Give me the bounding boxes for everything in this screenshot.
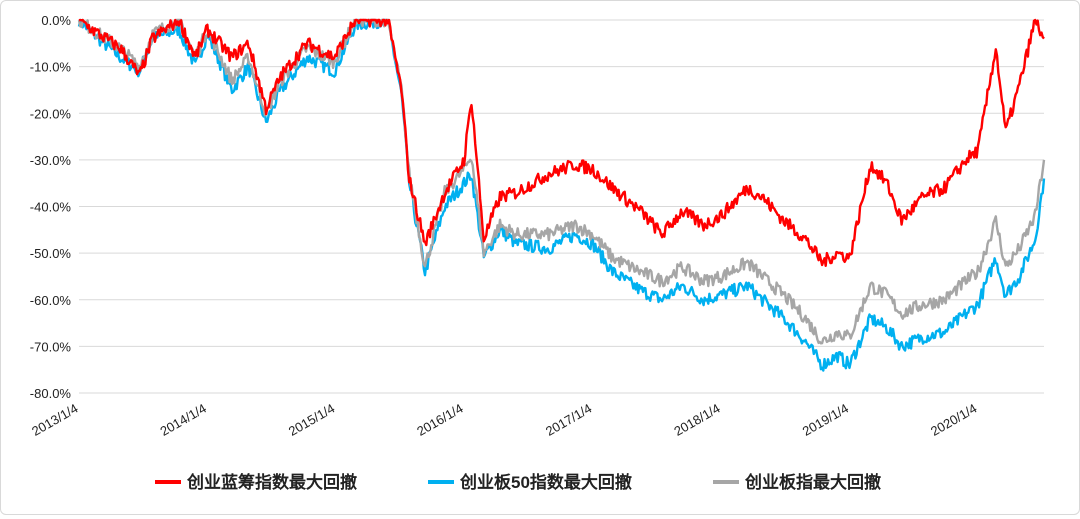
legend-label: 创业板50指数最大回撤 xyxy=(459,472,632,492)
x-tick-label: 2016/1/4 xyxy=(414,401,465,439)
y-tick-label: -70.0% xyxy=(30,339,72,354)
x-tick-label: 2020/1/4 xyxy=(928,401,979,439)
x-tick-label: 2019/1/4 xyxy=(800,401,851,439)
y-tick-label: -50.0% xyxy=(30,246,72,261)
x-tick-label: 2017/1/4 xyxy=(543,401,594,439)
series-line xyxy=(78,18,1045,267)
legend-label: 创业板指最大回撤 xyxy=(744,472,881,492)
y-tick-label: -30.0% xyxy=(30,153,72,168)
x-tick-label: 2015/1/4 xyxy=(286,401,337,439)
x-tick-label: 2014/1/4 xyxy=(158,401,209,439)
gridlines xyxy=(79,19,1044,394)
legend-label: 创业蓝筹指数最大回撤 xyxy=(186,472,357,492)
x-axis-tick-labels: 2013/1/4 2014/1/4 2015/1/4 2016/1/4 2017/1/4… xyxy=(29,401,979,439)
y-tick-label: -10.0% xyxy=(30,60,72,75)
x-tick-label: 2018/1/4 xyxy=(671,401,722,439)
y-tick-label: 0.0% xyxy=(41,13,71,28)
legend: 创业蓝筹指数最大回撤 创业板50指数最大回撤 创业板指最大回撤 xyxy=(155,472,881,492)
y-axis-tick-labels: 0.0% -10.0% -20.0% -30.0% -40.0% -50.0% -60.0%… xyxy=(30,13,72,401)
series-line xyxy=(77,18,1046,372)
series-lines xyxy=(77,18,1046,372)
y-tick-label: -20.0% xyxy=(30,106,72,121)
y-tick-label: -40.0% xyxy=(30,200,72,215)
y-tick-label: -60.0% xyxy=(30,293,72,308)
y-tick-label: -80.0% xyxy=(30,386,72,401)
series-line xyxy=(77,18,1046,345)
x-tick-label: 2013/1/4 xyxy=(29,401,80,439)
